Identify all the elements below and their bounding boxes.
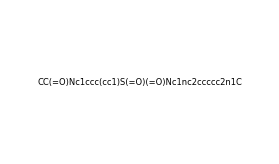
Text: CC(=O)Nc1ccc(cc1)S(=O)(=O)Nc1nc2ccccc2n1C: CC(=O)Nc1ccc(cc1)S(=O)(=O)Nc1nc2ccccc2n1… xyxy=(37,78,242,86)
